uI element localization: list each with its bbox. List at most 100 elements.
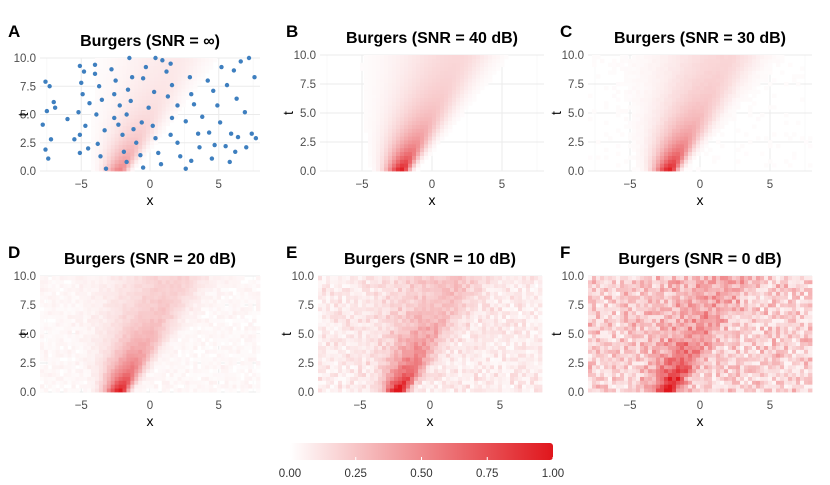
heatmap-cell xyxy=(644,136,649,141)
heatmap-cell xyxy=(434,334,439,339)
heatmap-cell xyxy=(510,364,515,370)
heatmap-cell xyxy=(161,118,167,123)
heatmap-cell xyxy=(146,337,151,343)
heatmap-cell xyxy=(430,341,435,346)
heatmap-cell xyxy=(676,70,681,75)
heatmap-cell xyxy=(494,376,499,381)
heatmap-cell xyxy=(122,380,127,385)
heatmap-cell xyxy=(442,372,447,377)
heatmap-cell xyxy=(708,136,713,141)
heatmap-cell xyxy=(438,349,443,354)
heatmap-cell xyxy=(98,380,104,385)
heatmap-cell xyxy=(416,97,421,102)
heatmap-cell xyxy=(428,89,433,95)
heatmap-cell xyxy=(612,70,617,75)
heatmap-cell xyxy=(632,167,637,172)
heatmap-cell xyxy=(59,361,64,366)
heatmap-cell xyxy=(224,368,229,374)
heatmap-cell xyxy=(498,345,503,350)
heatmap-cell xyxy=(138,276,143,281)
heatmap-cell xyxy=(388,97,393,102)
heatmap-cell xyxy=(98,133,104,138)
heatmap-cell xyxy=(83,361,88,366)
heatmap-cell xyxy=(672,132,677,137)
heatmap-cell xyxy=(98,372,104,377)
heatmap-cell xyxy=(55,303,61,308)
heatmap-cell xyxy=(478,345,483,350)
heatmap-cell xyxy=(406,341,411,346)
heatmap-cell xyxy=(114,318,119,323)
heatmap-cell xyxy=(150,276,155,281)
heatmap-cell xyxy=(514,357,519,362)
heatmap-cell xyxy=(728,58,733,64)
heatmap-cell xyxy=(388,74,393,79)
heatmap-cell xyxy=(410,334,415,339)
heatmap-cell xyxy=(157,326,163,331)
heatmap-cell xyxy=(173,357,178,362)
heatmap-cell xyxy=(59,364,64,370)
heatmap-cell xyxy=(456,74,461,79)
heatmap-cell xyxy=(684,120,689,125)
heatmap-cell xyxy=(534,334,539,339)
heatmap-cell xyxy=(418,376,423,381)
heatmap-cell xyxy=(414,357,419,362)
heatmap-cell xyxy=(428,143,433,149)
heatmap-cell xyxy=(668,78,673,83)
heatmap-cell xyxy=(700,66,705,71)
heatmap-cell xyxy=(244,372,249,377)
heatmap-cell xyxy=(704,124,709,129)
heatmap-cell xyxy=(142,314,147,319)
heatmap-cell xyxy=(656,74,661,79)
heatmap-cell xyxy=(458,376,463,381)
heatmap-cell xyxy=(248,310,253,316)
heatmap-cell xyxy=(378,372,383,377)
sample-point xyxy=(140,165,146,170)
heatmap-cell xyxy=(161,299,167,304)
heatmap-cell xyxy=(169,341,174,346)
heatmap-cell xyxy=(752,66,757,71)
heatmap-cell xyxy=(126,276,131,281)
heatmap-cell xyxy=(410,341,415,346)
heatmap-cell xyxy=(416,120,421,125)
heatmap-cell xyxy=(482,368,487,374)
heatmap-cell xyxy=(416,116,421,122)
heatmap-cell xyxy=(388,120,393,125)
heatmap-cell xyxy=(79,372,84,377)
heatmap-cell xyxy=(118,306,123,312)
heatmap-cell xyxy=(470,345,475,350)
heatmap-cell xyxy=(114,118,119,123)
heatmap-cell xyxy=(588,116,593,122)
x-axis-label: x xyxy=(147,192,154,208)
heatmap-cell xyxy=(165,99,171,104)
heatmap-cell xyxy=(392,113,397,118)
heatmap-cell xyxy=(396,132,401,137)
heatmap-cell xyxy=(454,376,459,381)
heatmap-cell xyxy=(161,345,167,350)
heatmap-cell xyxy=(432,143,437,149)
heatmap-cell xyxy=(386,353,391,358)
heatmap-cell xyxy=(464,74,469,79)
heatmap-cell xyxy=(474,364,479,370)
heatmap-cell xyxy=(700,116,705,122)
heatmap-cell xyxy=(452,101,457,106)
heatmap-cell xyxy=(652,120,657,125)
heatmap-cell xyxy=(380,55,385,60)
heatmap-cell xyxy=(372,140,377,145)
sample-point xyxy=(99,97,105,103)
heatmap-cell xyxy=(616,109,621,114)
heatmap-cell xyxy=(91,106,96,112)
heatmap-cell xyxy=(462,334,467,339)
heatmap-cell xyxy=(656,101,661,106)
heatmap-cell xyxy=(696,113,701,118)
heatmap-cell xyxy=(87,341,92,346)
heatmap-cell xyxy=(91,368,96,374)
heatmap-cell xyxy=(660,159,665,164)
heatmap-cell xyxy=(376,109,381,114)
heatmap-cell xyxy=(165,306,171,312)
heatmap-cell xyxy=(102,58,108,63)
heatmap-cell xyxy=(173,91,178,97)
heatmap-cell xyxy=(122,144,127,149)
heatmap-cell xyxy=(106,95,112,100)
heatmap-cell xyxy=(326,376,331,381)
